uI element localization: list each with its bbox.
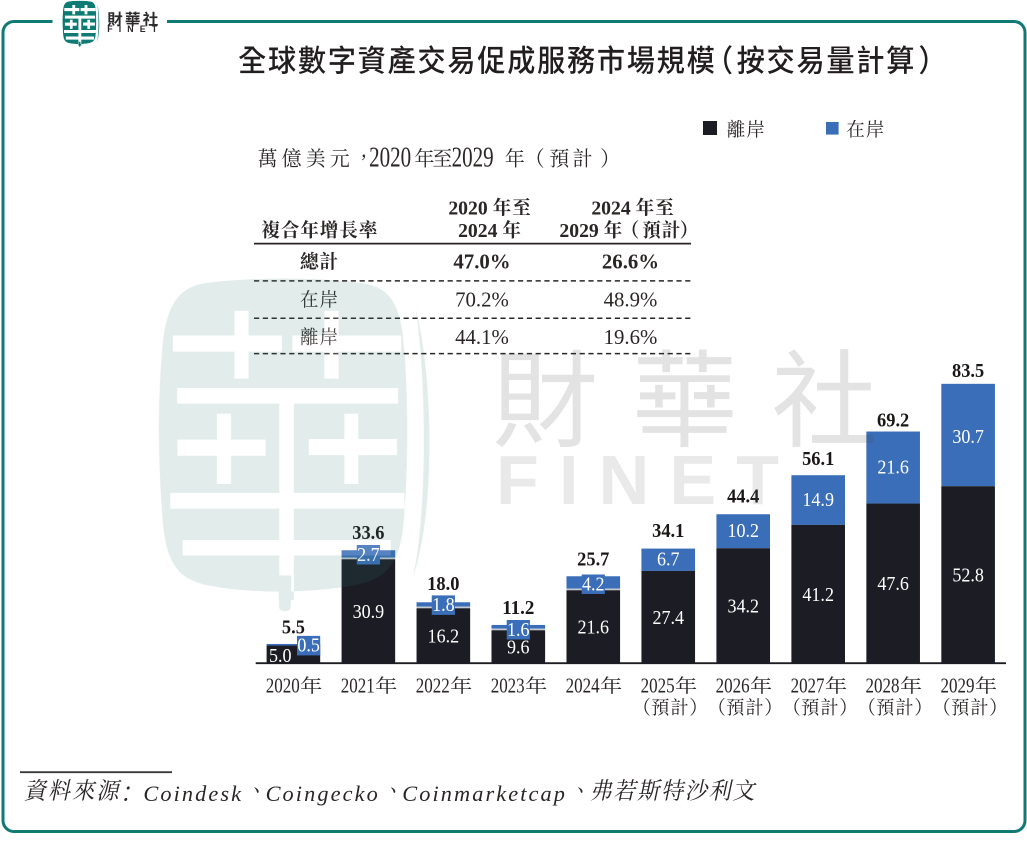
svg-text:56.1: 56.1	[802, 448, 834, 470]
svg-text:2021: 2021	[341, 676, 375, 698]
svg-text:83.5: 83.5	[952, 360, 984, 382]
svg-text:1.6: 1.6	[507, 619, 530, 641]
svg-text:30.7: 30.7	[952, 426, 984, 448]
svg-text:18.0: 18.0	[427, 573, 459, 595]
svg-text:0.5: 0.5	[297, 635, 320, 657]
svg-text:70.2%: 70.2%	[455, 288, 509, 311]
svg-text:11.2: 11.2	[502, 597, 534, 619]
svg-text:2029: 2029	[941, 676, 975, 698]
svg-text:47.6: 47.6	[877, 573, 909, 595]
svg-text:2028: 2028	[866, 676, 900, 698]
svg-text:2024: 2024	[591, 197, 631, 219]
svg-text:26.6%: 26.6%	[602, 250, 659, 273]
svg-text:2020: 2020	[266, 676, 300, 698]
svg-text:44.4: 44.4	[727, 485, 759, 507]
svg-text:Coindesk: Coindesk	[143, 781, 243, 806]
svg-text:5.5: 5.5	[282, 616, 305, 638]
svg-text:9.6: 9.6	[507, 636, 530, 658]
svg-text:47.0%: 47.0%	[453, 250, 510, 273]
svg-text:2020: 2020	[369, 143, 411, 174]
svg-text:69.2: 69.2	[877, 410, 909, 432]
svg-text:2026: 2026	[716, 676, 750, 698]
svg-text:6.7: 6.7	[657, 549, 680, 571]
svg-text:27.4: 27.4	[652, 607, 684, 629]
svg-text:2024: 2024	[566, 676, 600, 698]
svg-text:2029: 2029	[452, 143, 494, 174]
svg-text:14.9: 14.9	[802, 489, 834, 511]
svg-text:FINET: FINET	[496, 441, 779, 519]
svg-text:Coingecko: Coingecko	[266, 781, 380, 806]
svg-text:2022: 2022	[416, 676, 450, 698]
svg-text:41.2: 41.2	[802, 584, 834, 606]
svg-text:2024: 2024	[458, 220, 498, 242]
svg-text:33.6: 33.6	[352, 522, 384, 544]
svg-text:2027: 2027	[791, 676, 825, 698]
svg-text:FINET: FINET	[107, 24, 157, 34]
svg-text:52.8: 52.8	[952, 564, 984, 586]
svg-text:44.1%: 44.1%	[455, 326, 509, 349]
svg-text:30.9: 30.9	[353, 601, 385, 623]
svg-text:2020: 2020	[448, 197, 488, 219]
svg-text:1.8: 1.8	[432, 594, 455, 616]
svg-text:16.2: 16.2	[428, 625, 460, 647]
svg-text:2023: 2023	[491, 676, 525, 698]
svg-text:34.2: 34.2	[727, 595, 759, 617]
svg-text:2029: 2029	[559, 220, 599, 242]
svg-text:10.2: 10.2	[727, 520, 759, 542]
svg-text:Coinmarketcap: Coinmarketcap	[402, 781, 567, 806]
svg-text:25.7: 25.7	[577, 549, 609, 571]
svg-text:34.1: 34.1	[652, 520, 684, 542]
svg-text:48.9%: 48.9%	[604, 288, 658, 311]
svg-text:21.6: 21.6	[877, 456, 909, 478]
svg-text:19.6%: 19.6%	[604, 326, 658, 349]
svg-text:21.6: 21.6	[578, 616, 610, 638]
svg-text:2025: 2025	[641, 676, 675, 698]
svg-text:5.0: 5.0	[269, 645, 292, 667]
svg-text:4.2: 4.2	[582, 573, 605, 595]
